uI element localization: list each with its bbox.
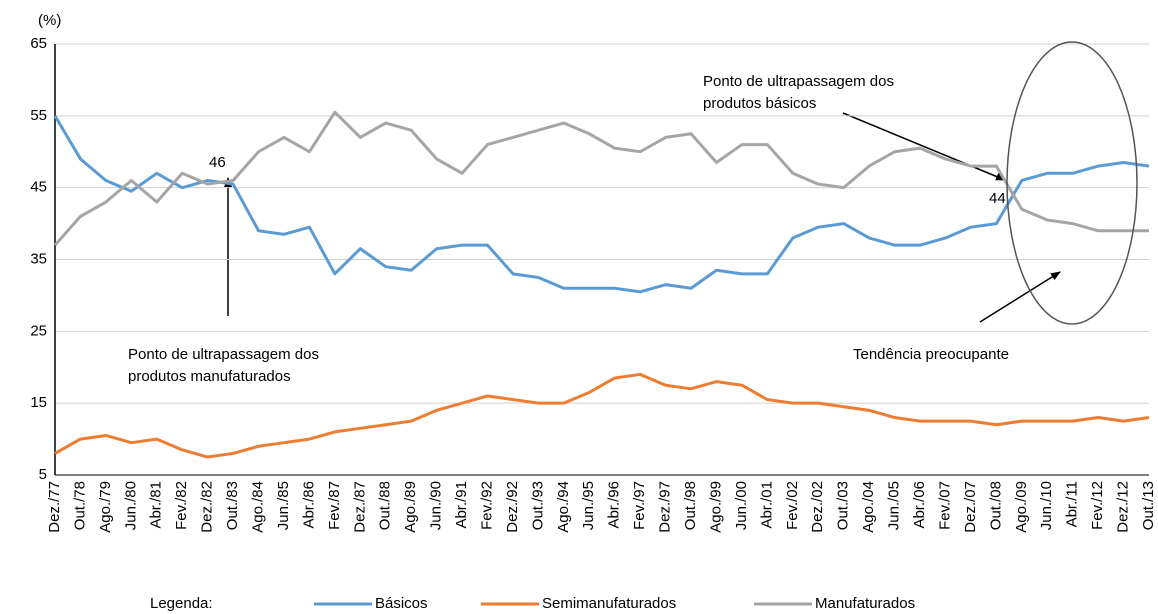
series-line — [54, 372, 1150, 459]
x-tick-label: Ago./04 — [860, 481, 877, 533]
x-tick-label: Jun./00 — [733, 481, 750, 530]
y-tick-label: 5 — [39, 466, 47, 483]
legend-label: Semimanufaturados — [542, 595, 676, 612]
annotation: Ponto de ultrapassagem dos — [703, 73, 894, 90]
x-tick-label: Out./98 — [682, 481, 699, 530]
x-tick-label: Out./93 — [529, 481, 546, 530]
x-tick-label: Out./03 — [835, 481, 852, 530]
x-tick-label: Ago./09 — [1013, 481, 1030, 533]
x-tick-label: Dez./77 — [46, 481, 63, 533]
x-tick-label: Fev./02 — [784, 481, 801, 530]
x-tick-label: Fev./92 — [478, 481, 495, 530]
x-tick-label: Jun./85 — [275, 481, 292, 530]
y-tick-label: 55 — [30, 107, 47, 124]
arrow — [842, 112, 1006, 181]
legend-label: Básicos — [375, 595, 428, 612]
x-tick-label: Dez./12 — [1115, 481, 1132, 533]
annotation: Tendência preocupante — [853, 346, 1009, 363]
x-tick-label: Abr./01 — [758, 481, 775, 529]
legend-title: Legenda: — [150, 595, 213, 612]
x-tick-label: Dez./87 — [351, 481, 368, 533]
x-tick-label: Jun./90 — [428, 481, 445, 530]
x-tick-label: Abr./81 — [148, 481, 165, 529]
x-tick-label: Fev./07 — [936, 481, 953, 530]
x-tick-label: Ago./79 — [97, 481, 114, 533]
x-tick-label: Fev./82 — [173, 481, 190, 530]
x-tick-label: Ago./99 — [707, 481, 724, 533]
series-line — [53, 110, 1149, 247]
x-tick-label: Jun./95 — [580, 481, 597, 530]
y-tick-label: 15 — [30, 394, 47, 411]
x-tick-label: Abr./96 — [606, 481, 623, 529]
x-tick-label: Out./13 — [1140, 481, 1157, 530]
highlight-ellipse — [1006, 41, 1138, 325]
x-tick-label: Fev./12 — [1089, 481, 1106, 530]
y-unit-label: (%) — [38, 12, 61, 29]
y-tick-label: 25 — [30, 322, 47, 339]
x-tick-label: Jun./80 — [122, 481, 139, 530]
x-tick-label: Out./08 — [987, 481, 1004, 530]
y-tick-label: 35 — [30, 250, 47, 267]
x-tick-label: Dez./07 — [962, 481, 979, 533]
annotation: produtos básicos — [703, 95, 816, 112]
x-tick-label: Out./88 — [377, 481, 394, 530]
x-tick-label: Out./78 — [71, 481, 88, 530]
annotation: 44 — [989, 190, 1006, 207]
x-tick-label: Abr./91 — [453, 481, 470, 529]
annotation: 46 — [209, 154, 226, 171]
x-tick-label: Out./83 — [224, 481, 241, 530]
y-tick-label: 45 — [30, 179, 47, 196]
x-tick-label: Abr./11 — [1064, 481, 1081, 527]
x-tick-label: Dez./02 — [809, 481, 826, 533]
annotation: produtos manufaturados — [128, 368, 291, 385]
x-tick-label: Abr./86 — [300, 481, 317, 529]
x-tick-label: Jun./10 — [1038, 481, 1055, 530]
x-tick-label: Fev./97 — [631, 481, 648, 530]
annotation: Ponto de ultrapassagem dos — [128, 346, 319, 363]
y-tick-label: 65 — [30, 35, 47, 52]
x-tick-label: Dez./92 — [504, 481, 521, 533]
x-tick-label: Dez./82 — [199, 481, 216, 533]
x-tick-label: Abr./06 — [911, 481, 928, 529]
series-line — [53, 115, 1150, 294]
x-tick-label: Fev./87 — [326, 481, 343, 530]
arrow — [979, 271, 1061, 323]
x-tick-label: Ago./94 — [555, 481, 572, 533]
x-tick-label: Ago./89 — [402, 481, 419, 533]
legend-label: Manufaturados — [815, 595, 915, 612]
x-tick-label: Ago./84 — [250, 481, 267, 533]
x-tick-label: Jun./05 — [886, 481, 903, 530]
x-tick-label: Dez./97 — [657, 481, 674, 533]
